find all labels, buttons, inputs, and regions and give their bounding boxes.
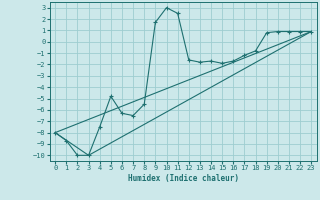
X-axis label: Humidex (Indice chaleur): Humidex (Indice chaleur) xyxy=(128,174,239,183)
